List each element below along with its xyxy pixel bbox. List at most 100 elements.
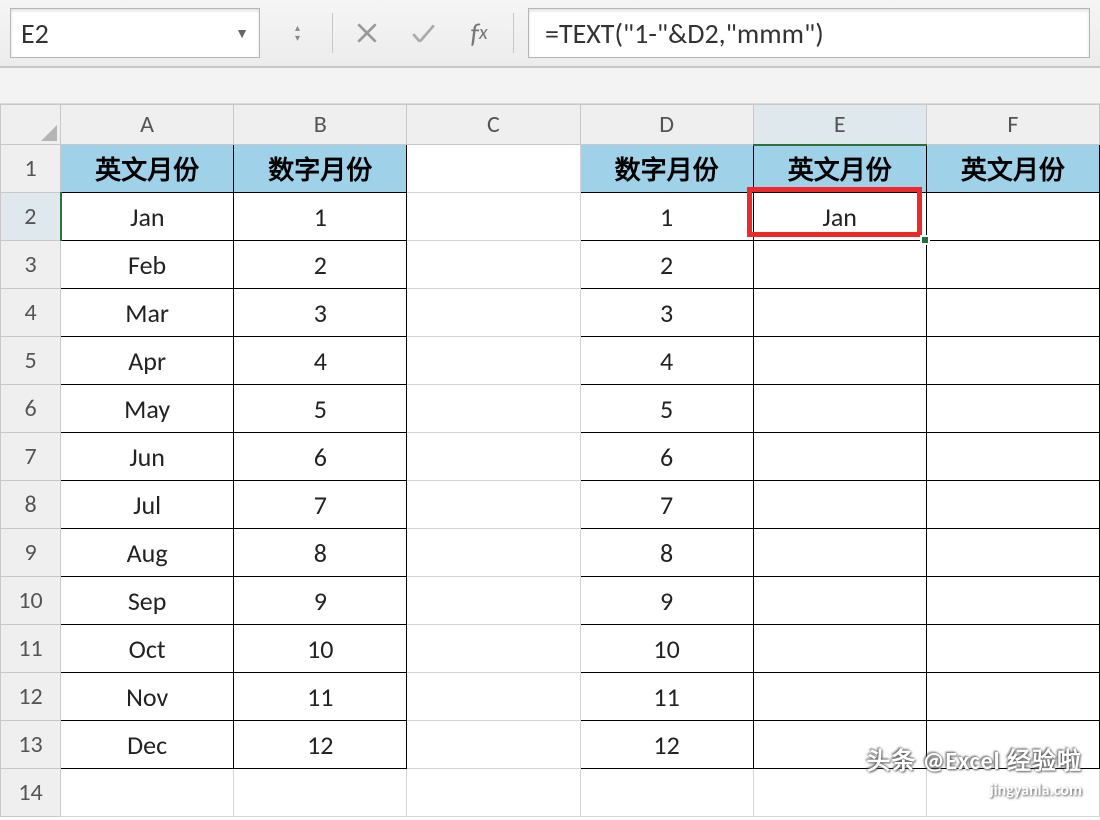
cell-F6[interactable] (926, 385, 1099, 433)
row-header[interactable]: 11 (1, 625, 61, 673)
cell-A3[interactable]: Feb (61, 241, 234, 289)
cell-B4[interactable]: 3 (234, 289, 407, 337)
col-header-F[interactable]: F (926, 105, 1099, 145)
cell-C11[interactable] (407, 625, 580, 673)
col-header-C[interactable]: C (407, 105, 580, 145)
cell-C2[interactable] (407, 193, 580, 241)
cell-A8[interactable]: Jul (61, 481, 234, 529)
formula-input[interactable]: =TEXT("1-"&D2,"mmm") (528, 8, 1090, 58)
cell-F4[interactable] (926, 289, 1099, 337)
col-header-E[interactable]: E (753, 105, 926, 145)
cell-E9[interactable] (753, 529, 926, 577)
cell-A5[interactable]: Apr (61, 337, 234, 385)
cell-C4[interactable] (407, 289, 580, 337)
cell-A2[interactable]: Jan (61, 193, 234, 241)
cell-D7[interactable]: 6 (580, 433, 753, 481)
cell-A10[interactable]: Sep (61, 577, 234, 625)
cell-D11[interactable]: 10 (580, 625, 753, 673)
cell-F7[interactable] (926, 433, 1099, 481)
row-header[interactable]: 12 (1, 673, 61, 721)
cell-E1[interactable]: 英文月份 (753, 145, 926, 193)
cell-C1[interactable] (407, 145, 580, 193)
select-all-corner[interactable] (1, 105, 61, 145)
col-header-B[interactable]: B (234, 105, 407, 145)
cell-C6[interactable] (407, 385, 580, 433)
cell-E12[interactable] (753, 673, 926, 721)
cell-E6[interactable] (753, 385, 926, 433)
cell-E2[interactable]: Jan (753, 193, 926, 241)
spreadsheet-grid[interactable]: A B C D E F 1 英文月份 数字月份 数字月份 英文月份 英文月份 2… (0, 104, 1100, 817)
row-header[interactable]: 3 (1, 241, 61, 289)
cell-C5[interactable] (407, 337, 580, 385)
cell-F5[interactable] (926, 337, 1099, 385)
cell-A11[interactable]: Oct (61, 625, 234, 673)
cell-D1[interactable]: 数字月份 (580, 145, 753, 193)
cell-E8[interactable] (753, 481, 926, 529)
cell-B8[interactable]: 7 (234, 481, 407, 529)
cell-D2[interactable]: 1 (580, 193, 753, 241)
cell-D13[interactable]: 12 (580, 721, 753, 769)
cell-B12[interactable]: 11 (234, 673, 407, 721)
row-header[interactable]: 9 (1, 529, 61, 577)
cell-D6[interactable]: 5 (580, 385, 753, 433)
cell-A4[interactable]: Mar (61, 289, 234, 337)
expand-icon[interactable]: ▴▾ (270, 8, 326, 58)
row-header[interactable]: 4 (1, 289, 61, 337)
cell-B6[interactable]: 5 (234, 385, 407, 433)
cell-F2[interactable] (926, 193, 1099, 241)
cell-D5[interactable]: 4 (580, 337, 753, 385)
row-header[interactable]: 13 (1, 721, 61, 769)
cell-A13[interactable]: Dec (61, 721, 234, 769)
cell-F12[interactable] (926, 673, 1099, 721)
cell-D12[interactable]: 11 (580, 673, 753, 721)
cell-B10[interactable]: 9 (234, 577, 407, 625)
cell-F11[interactable] (926, 625, 1099, 673)
cell-D14[interactable] (580, 769, 753, 817)
col-header-D[interactable]: D (580, 105, 753, 145)
cell-D8[interactable]: 7 (580, 481, 753, 529)
cell-C7[interactable] (407, 433, 580, 481)
cell-B7[interactable]: 6 (234, 433, 407, 481)
cell-B14[interactable] (234, 769, 407, 817)
cell-E10[interactable] (753, 577, 926, 625)
cell-D3[interactable]: 2 (580, 241, 753, 289)
cell-A7[interactable]: Jun (61, 433, 234, 481)
col-header-A[interactable]: A (61, 105, 234, 145)
row-header[interactable]: 10 (1, 577, 61, 625)
cell-A12[interactable]: Nov (61, 673, 234, 721)
row-header[interactable]: 1 (1, 145, 61, 193)
cell-A9[interactable]: Aug (61, 529, 234, 577)
cell-E4[interactable] (753, 289, 926, 337)
cell-C14[interactable] (407, 769, 580, 817)
cell-D10[interactable]: 9 (580, 577, 753, 625)
cell-A6[interactable]: May (61, 385, 234, 433)
row-header[interactable]: 6 (1, 385, 61, 433)
cell-F3[interactable] (926, 241, 1099, 289)
row-header[interactable]: 5 (1, 337, 61, 385)
cell-F10[interactable] (926, 577, 1099, 625)
fill-handle[interactable] (920, 235, 930, 245)
cell-B13[interactable]: 12 (234, 721, 407, 769)
cell-E5[interactable] (753, 337, 926, 385)
cell-C9[interactable] (407, 529, 580, 577)
cell-B3[interactable]: 2 (234, 241, 407, 289)
cell-B9[interactable]: 8 (234, 529, 407, 577)
cell-C10[interactable] (407, 577, 580, 625)
enter-icon[interactable] (395, 8, 451, 58)
cell-C3[interactable] (407, 241, 580, 289)
name-box-dropdown-icon[interactable]: ▼ (235, 25, 249, 42)
cancel-icon[interactable] (339, 8, 395, 58)
cell-A1[interactable]: 英文月份 (61, 145, 234, 193)
cell-F8[interactable] (926, 481, 1099, 529)
cell-C8[interactable] (407, 481, 580, 529)
cell-C12[interactable] (407, 673, 580, 721)
name-box[interactable]: E2 ▼ (10, 8, 260, 58)
cell-B5[interactable]: 4 (234, 337, 407, 385)
row-header[interactable]: 2 (1, 193, 61, 241)
cell-B11[interactable]: 10 (234, 625, 407, 673)
cell-E7[interactable] (753, 433, 926, 481)
cell-C13[interactable] (407, 721, 580, 769)
fx-icon[interactable]: fx (451, 8, 507, 58)
cell-E3[interactable] (753, 241, 926, 289)
cell-F9[interactable] (926, 529, 1099, 577)
